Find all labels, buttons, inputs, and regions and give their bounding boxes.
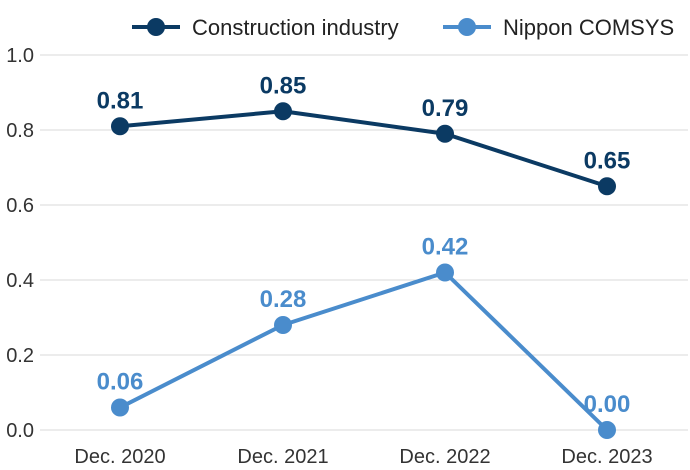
data-point <box>436 263 454 282</box>
data-point <box>436 124 454 143</box>
x-tick-label: Dec. 2023 <box>561 446 652 468</box>
grid-lines <box>40 54 688 431</box>
series-nippon-comsys: 0.06 0.28 0.42 0.00 <box>97 234 631 439</box>
y-tick-label: 0.6 <box>6 195 34 217</box>
x-tick-label: Dec. 2022 <box>399 446 490 468</box>
legend-label: Construction industry <box>192 15 399 40</box>
y-tick-label: 0.0 <box>6 420 34 442</box>
y-tick-label: 0.8 <box>6 120 34 142</box>
data-label: 0.85 <box>260 72 307 99</box>
data-label: 0.65 <box>584 147 631 174</box>
x-tick-label: Dec. 2021 <box>237 446 328 468</box>
data-label: 0.42 <box>422 234 469 261</box>
data-point <box>274 102 292 121</box>
y-tick-label: 0.4 <box>6 270 34 292</box>
y-tick-label: 1.0 <box>6 45 34 67</box>
data-point <box>111 117 129 136</box>
legend: Construction industry Nippon COMSYS <box>132 15 674 40</box>
data-point <box>111 398 129 417</box>
series-construction-industry: 0.81 0.85 0.79 0.65 <box>97 72 631 196</box>
x-tick-label: Dec. 2020 <box>74 446 165 468</box>
x-axis-ticks: Dec. 2020 Dec. 2021 Dec. 2022 Dec. 2023 <box>74 446 652 468</box>
series-line <box>119 270 609 432</box>
data-point <box>598 177 616 196</box>
series-line <box>119 109 608 189</box>
data-label: 0.06 <box>97 369 144 396</box>
legend-label: Nippon COMSYS <box>503 15 674 40</box>
legend-item: Nippon COMSYS <box>443 15 674 40</box>
y-tick-label: 0.2 <box>6 345 34 367</box>
data-label: 0.79 <box>422 95 469 122</box>
data-point <box>598 421 616 439</box>
data-label: 0.28 <box>260 286 307 313</box>
legend-marker <box>147 18 165 36</box>
y-axis-ticks: 0.0 0.2 0.4 0.6 0.8 1.0 <box>6 45 34 442</box>
data-label: 0.81 <box>97 87 144 114</box>
series-group: 0.81 0.85 0.79 0.65 0.06 0.28 0.42 0.00 <box>97 72 631 439</box>
data-point <box>274 316 292 334</box>
legend-item: Construction industry <box>132 15 399 40</box>
data-label: 0.00 <box>584 391 631 418</box>
legend-marker <box>458 18 476 36</box>
